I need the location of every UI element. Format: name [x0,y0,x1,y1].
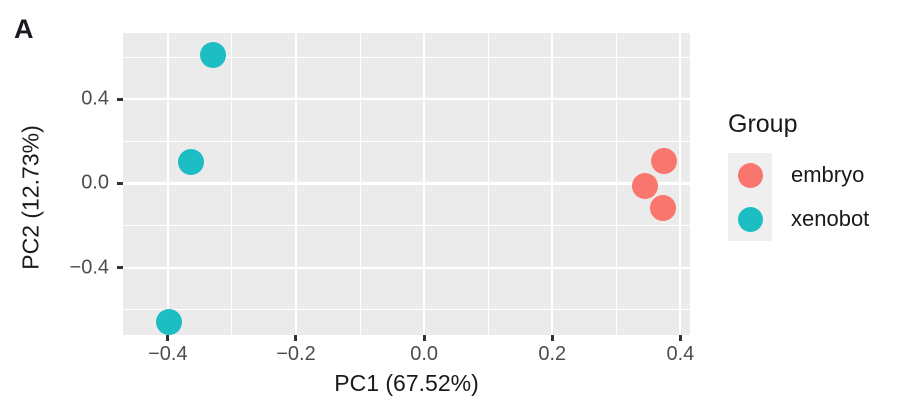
panel-label-a: A [14,14,34,44]
legend-label: embryo [791,162,865,187]
x-tick-label: −0.4 [148,343,188,365]
legend: Group embryo xenobot [728,112,869,241]
data-point-xenobot [177,148,204,175]
legend-rows: embryo xenobot [728,153,869,241]
y-tick-label: 0.4 [81,87,109,110]
gridline-minor-horizontal [123,140,690,142]
y-tick-label: −0.4 [69,256,109,279]
x-tick-mark [550,335,554,341]
gridline-minor-horizontal [123,309,690,311]
x-tick-label: 0.0 [410,343,439,365]
x-tick-mark [294,335,298,341]
legend-dot-icon [737,162,763,188]
legend-item-embryo[interactable]: embryo [728,153,869,197]
x-tick-label: −0.2 [276,343,316,365]
gridline-minor-horizontal [123,225,690,227]
data-point-embryo [650,195,677,222]
y-tick-mark [117,181,123,185]
y-tick-label: 0.0 [81,171,109,194]
gridline-minor-horizontal [123,56,690,58]
data-point-xenobot [156,309,183,335]
gridline-major-horizontal [123,266,690,269]
y-tick-mark [117,266,123,270]
x-tick-mark [166,335,170,341]
gridline-major-horizontal [123,98,690,101]
x-tick-mark [422,335,426,341]
y-tick-mark [117,97,123,101]
legend-key-swatch [728,197,772,241]
x-axis-title: PC1 (67.52%) [334,370,479,396]
y-axis-title: PC2 (12.73%) [17,125,44,270]
gridline-major-horizontal [123,182,690,185]
legend-title: Group [728,110,798,138]
data-point-xenobot [199,41,226,68]
data-point-embryo [650,147,677,174]
data-point-embryo [632,173,659,200]
legend-dot-icon [737,206,763,232]
legend-key-swatch [728,153,772,197]
legend-label: xenobot [791,206,870,231]
x-tick-label: 0.2 [538,343,567,365]
x-tick-label: 0.4 [666,343,695,365]
plot-panel [123,33,690,335]
legend-item-xenobot[interactable]: xenobot [728,197,869,241]
x-tick-mark [678,335,682,341]
